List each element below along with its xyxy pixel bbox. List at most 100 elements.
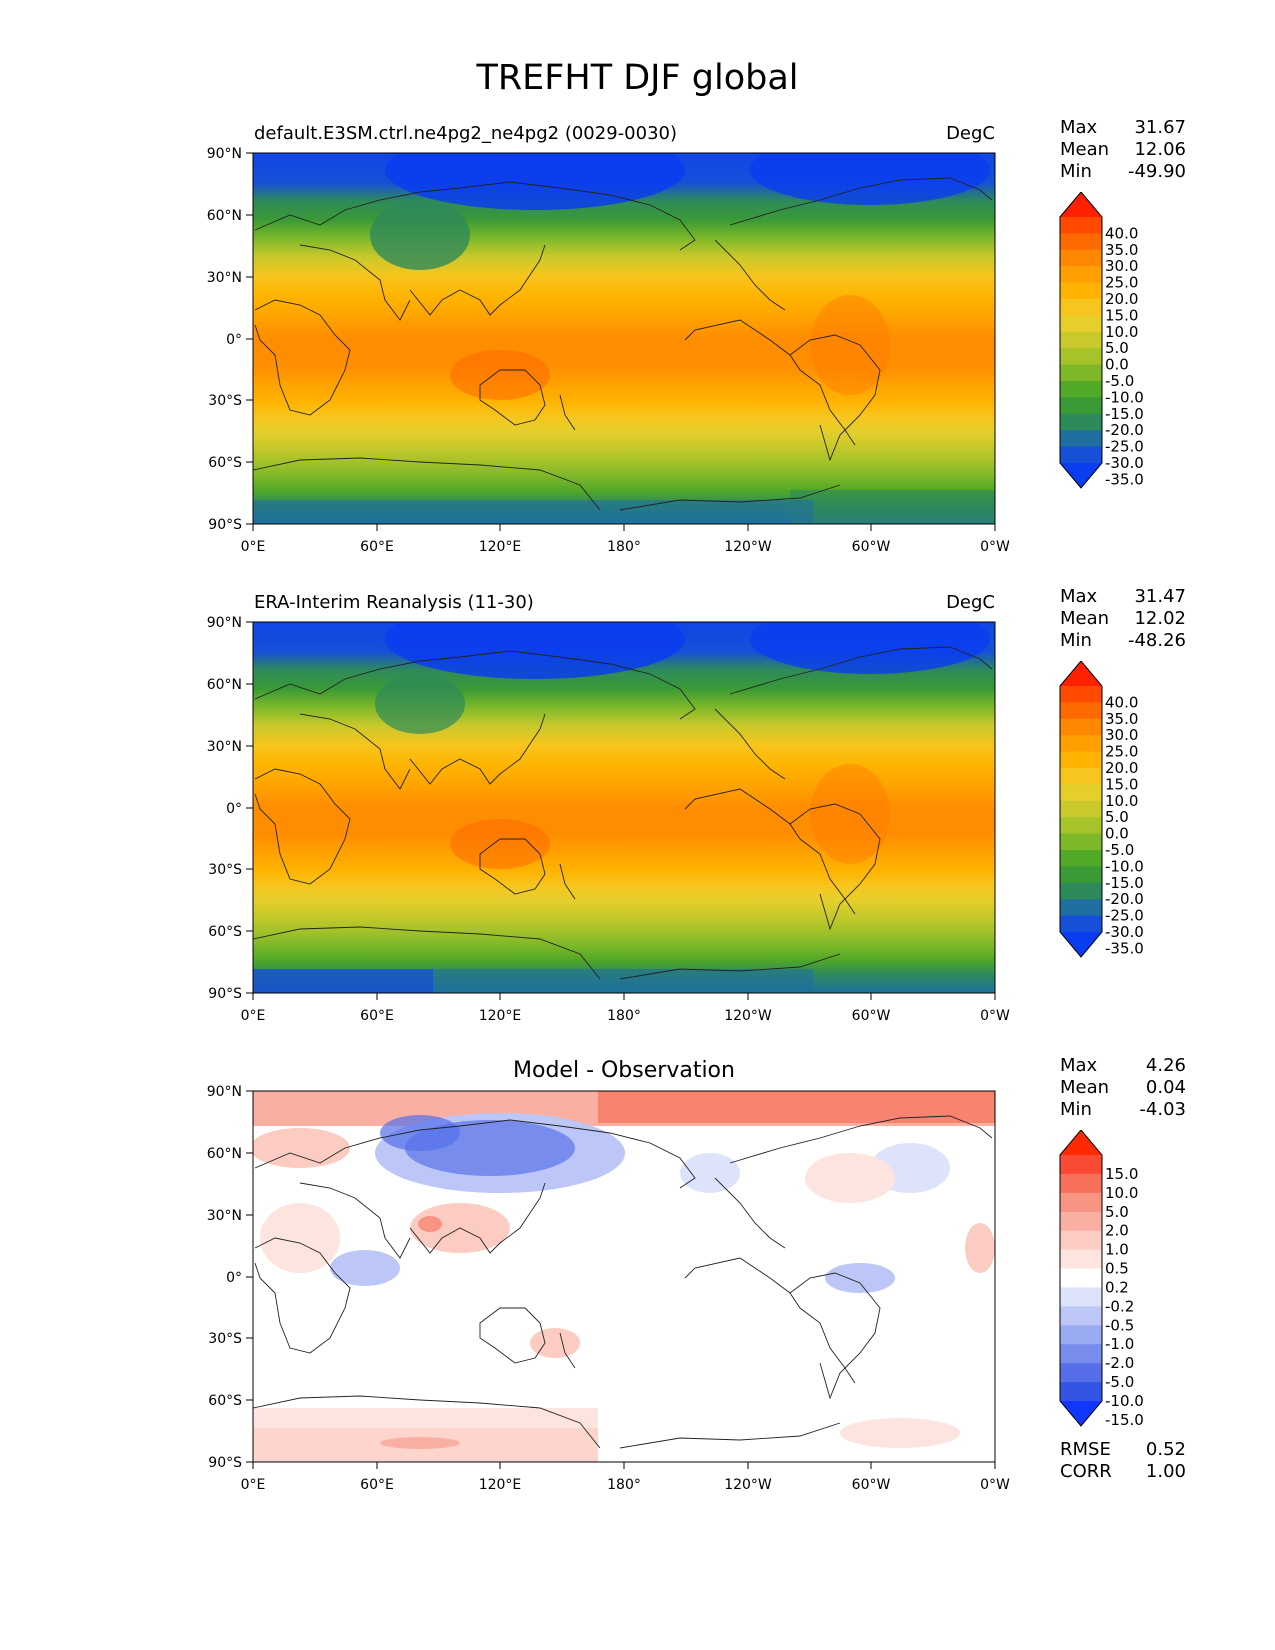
colorbar-tick-label: 15.0 bbox=[1105, 775, 1138, 793]
panel3-title: Model - Observation bbox=[513, 1058, 735, 1083]
panel1-colorbar: 40.035.030.025.020.015.010.05.00.0-5.0-1… bbox=[1059, 192, 1144, 489]
colorbar-segment bbox=[1060, 217, 1102, 234]
y-tick-label: 90°S bbox=[208, 1455, 242, 1471]
colorbar-tick-label: -5.0 bbox=[1105, 1373, 1134, 1391]
colorbar-segment bbox=[1060, 735, 1102, 753]
colorbar-segment bbox=[1060, 784, 1102, 802]
colorbar-outline bbox=[1059, 1130, 1103, 1427]
y-tick-label: 60°S bbox=[208, 1393, 242, 1409]
x-tick-label: 60°W bbox=[852, 1008, 891, 1024]
y-tick-label: 60°S bbox=[208, 455, 242, 471]
colorbar-segment bbox=[1060, 1344, 1102, 1364]
x-tick-label: 0°W bbox=[980, 539, 1010, 555]
colorbar-tick-label: 35.0 bbox=[1105, 710, 1138, 728]
x-tick-label: 0°E bbox=[241, 1477, 266, 1493]
y-tick-label: 30°S bbox=[208, 393, 242, 409]
x-tick-label: 60°E bbox=[360, 1008, 394, 1024]
colorbar-segment bbox=[1060, 1382, 1102, 1402]
x-tick-label: 120°W bbox=[724, 1477, 772, 1493]
x-tick-label: 120°E bbox=[479, 539, 522, 555]
panel1-stats: Max 31.67 Mean 12.06 Min -49.90 bbox=[1060, 117, 1186, 182]
panel2-colorbar: 40.035.030.025.020.015.010.05.00.0-5.0-1… bbox=[1059, 661, 1144, 958]
panel3-stats: Max 4.26 Mean 0.04 Min -4.03 bbox=[1060, 1055, 1186, 1120]
colorbar-segment bbox=[1060, 751, 1102, 769]
panel3-map: 0°E 60°E 120°E 180° 120°W 60°W 0°W 90°N … bbox=[207, 1084, 1010, 1493]
colorbar-tick-label: 20.0 bbox=[1105, 290, 1138, 308]
y-tick-label: 60°N bbox=[207, 208, 242, 224]
colorbar-outline bbox=[1059, 192, 1103, 489]
panel2-title: ERA-Interim Reanalysis (11-30) bbox=[254, 592, 534, 613]
x-tick-label: 180° bbox=[607, 539, 641, 555]
panel2-map: 0°E 60°E 120°E 180° 120°W 60°W 0°W 90°N … bbox=[207, 615, 1010, 1024]
x-tick-label: 60°E bbox=[360, 539, 394, 555]
colorbar-segment bbox=[1060, 768, 1102, 785]
colorbar-tick-label: 5.0 bbox=[1105, 1203, 1129, 1221]
colorbar-tick-label: -10.0 bbox=[1105, 388, 1144, 406]
colorbar-segment bbox=[1060, 1230, 1102, 1251]
y-tick-label: 60°S bbox=[208, 924, 242, 940]
y-tick-label: 90°N bbox=[207, 615, 242, 631]
colorbar-tick-label: -20.0 bbox=[1105, 890, 1144, 908]
colorbar-segment bbox=[1060, 817, 1102, 835]
x-tick-label: 120°E bbox=[479, 1477, 522, 1493]
colorbar-tick-label: 5.0 bbox=[1105, 339, 1129, 357]
colorbar-tick-label: 1.0 bbox=[1105, 1241, 1129, 1259]
colorbar-segment bbox=[1060, 446, 1102, 464]
colorbar-segment bbox=[1060, 686, 1102, 703]
colorbar-tick-label: 15.0 bbox=[1105, 1165, 1138, 1183]
colorbar-segment bbox=[1060, 1249, 1102, 1270]
panel3-colorbar: 15.010.05.02.01.00.50.2-0.2-0.5-1.0-2.0-… bbox=[1059, 1130, 1144, 1429]
colorbar-segment bbox=[1060, 882, 1102, 900]
colorbar-tick-label: 10.0 bbox=[1105, 792, 1138, 810]
colorbar-segment bbox=[1060, 331, 1102, 349]
colorbar-tick-label: -20.0 bbox=[1105, 421, 1144, 439]
colorbar-tick-label: 2.0 bbox=[1105, 1222, 1129, 1240]
colorbar-tick-label: -35.0 bbox=[1105, 470, 1144, 488]
colorbar-segment bbox=[1060, 1155, 1102, 1175]
colorbar-tick-label: -30.0 bbox=[1105, 923, 1144, 941]
colorbar-tick-label: -25.0 bbox=[1105, 907, 1144, 925]
colorbar-tick-label: -10.0 bbox=[1105, 1392, 1144, 1410]
colorbar-segment bbox=[1060, 397, 1102, 415]
colorbar-segment bbox=[1060, 413, 1102, 431]
y-tick-label: 90°N bbox=[207, 1084, 242, 1100]
panel3-metrics: RMSE 0.52 CORR 1.00 bbox=[1060, 1439, 1186, 1482]
colorbar-tick-label: 40.0 bbox=[1105, 224, 1138, 242]
colorbar-tick-label: -15.0 bbox=[1105, 874, 1144, 892]
panel1-units: DegC bbox=[946, 123, 995, 144]
y-tick-label: 0° bbox=[226, 801, 242, 817]
colorbar-tick-label: 30.0 bbox=[1105, 257, 1138, 275]
colorbar-segment bbox=[1060, 1363, 1102, 1383]
x-tick-label: 120°E bbox=[479, 1008, 522, 1024]
colorbar-tick-label: -10.0 bbox=[1105, 857, 1144, 875]
colorbar-segment bbox=[1060, 850, 1102, 867]
colorbar-tick-label: 0.5 bbox=[1105, 1260, 1129, 1278]
colorbar-segment bbox=[1060, 233, 1102, 251]
y-tick-label: 90°S bbox=[208, 517, 242, 533]
colorbar-tick-label: 5.0 bbox=[1105, 808, 1129, 826]
y-tick-label: 30°N bbox=[207, 270, 242, 286]
colorbar-tick-label: 20.0 bbox=[1105, 759, 1138, 777]
colorbar-segment bbox=[1060, 1306, 1102, 1326]
colorbar-outline bbox=[1059, 661, 1103, 958]
colorbar-extend-max bbox=[1060, 661, 1102, 686]
colorbar-segment bbox=[1060, 282, 1102, 300]
colorbar-segment bbox=[1060, 1173, 1102, 1194]
colorbar-segment bbox=[1060, 866, 1102, 884]
y-tick-label: 60°N bbox=[207, 1146, 242, 1162]
colorbar-segment bbox=[1060, 1211, 1102, 1232]
x-tick-label: 120°W bbox=[724, 1008, 772, 1024]
colorbar-extend-max bbox=[1060, 1130, 1102, 1155]
colorbar-extend-min bbox=[1060, 463, 1102, 488]
panel1-map: 0°E 60°E 120°E 180° 120°W 60°W 0°W 90°N … bbox=[207, 146, 1010, 555]
x-tick-label: 60°W bbox=[852, 539, 891, 555]
x-tick-label: 60°E bbox=[360, 1477, 394, 1493]
colorbar-tick-label: -25.0 bbox=[1105, 438, 1144, 456]
y-tick-label: 90°N bbox=[207, 146, 242, 162]
colorbar-segment bbox=[1060, 718, 1102, 736]
colorbar-tick-label: 10.0 bbox=[1105, 1184, 1138, 1202]
colorbar-tick-label: -15.0 bbox=[1105, 405, 1144, 423]
colorbar-segment bbox=[1060, 915, 1102, 933]
colorbar-extend-min bbox=[1060, 932, 1102, 957]
x-tick-label: 120°W bbox=[724, 539, 772, 555]
